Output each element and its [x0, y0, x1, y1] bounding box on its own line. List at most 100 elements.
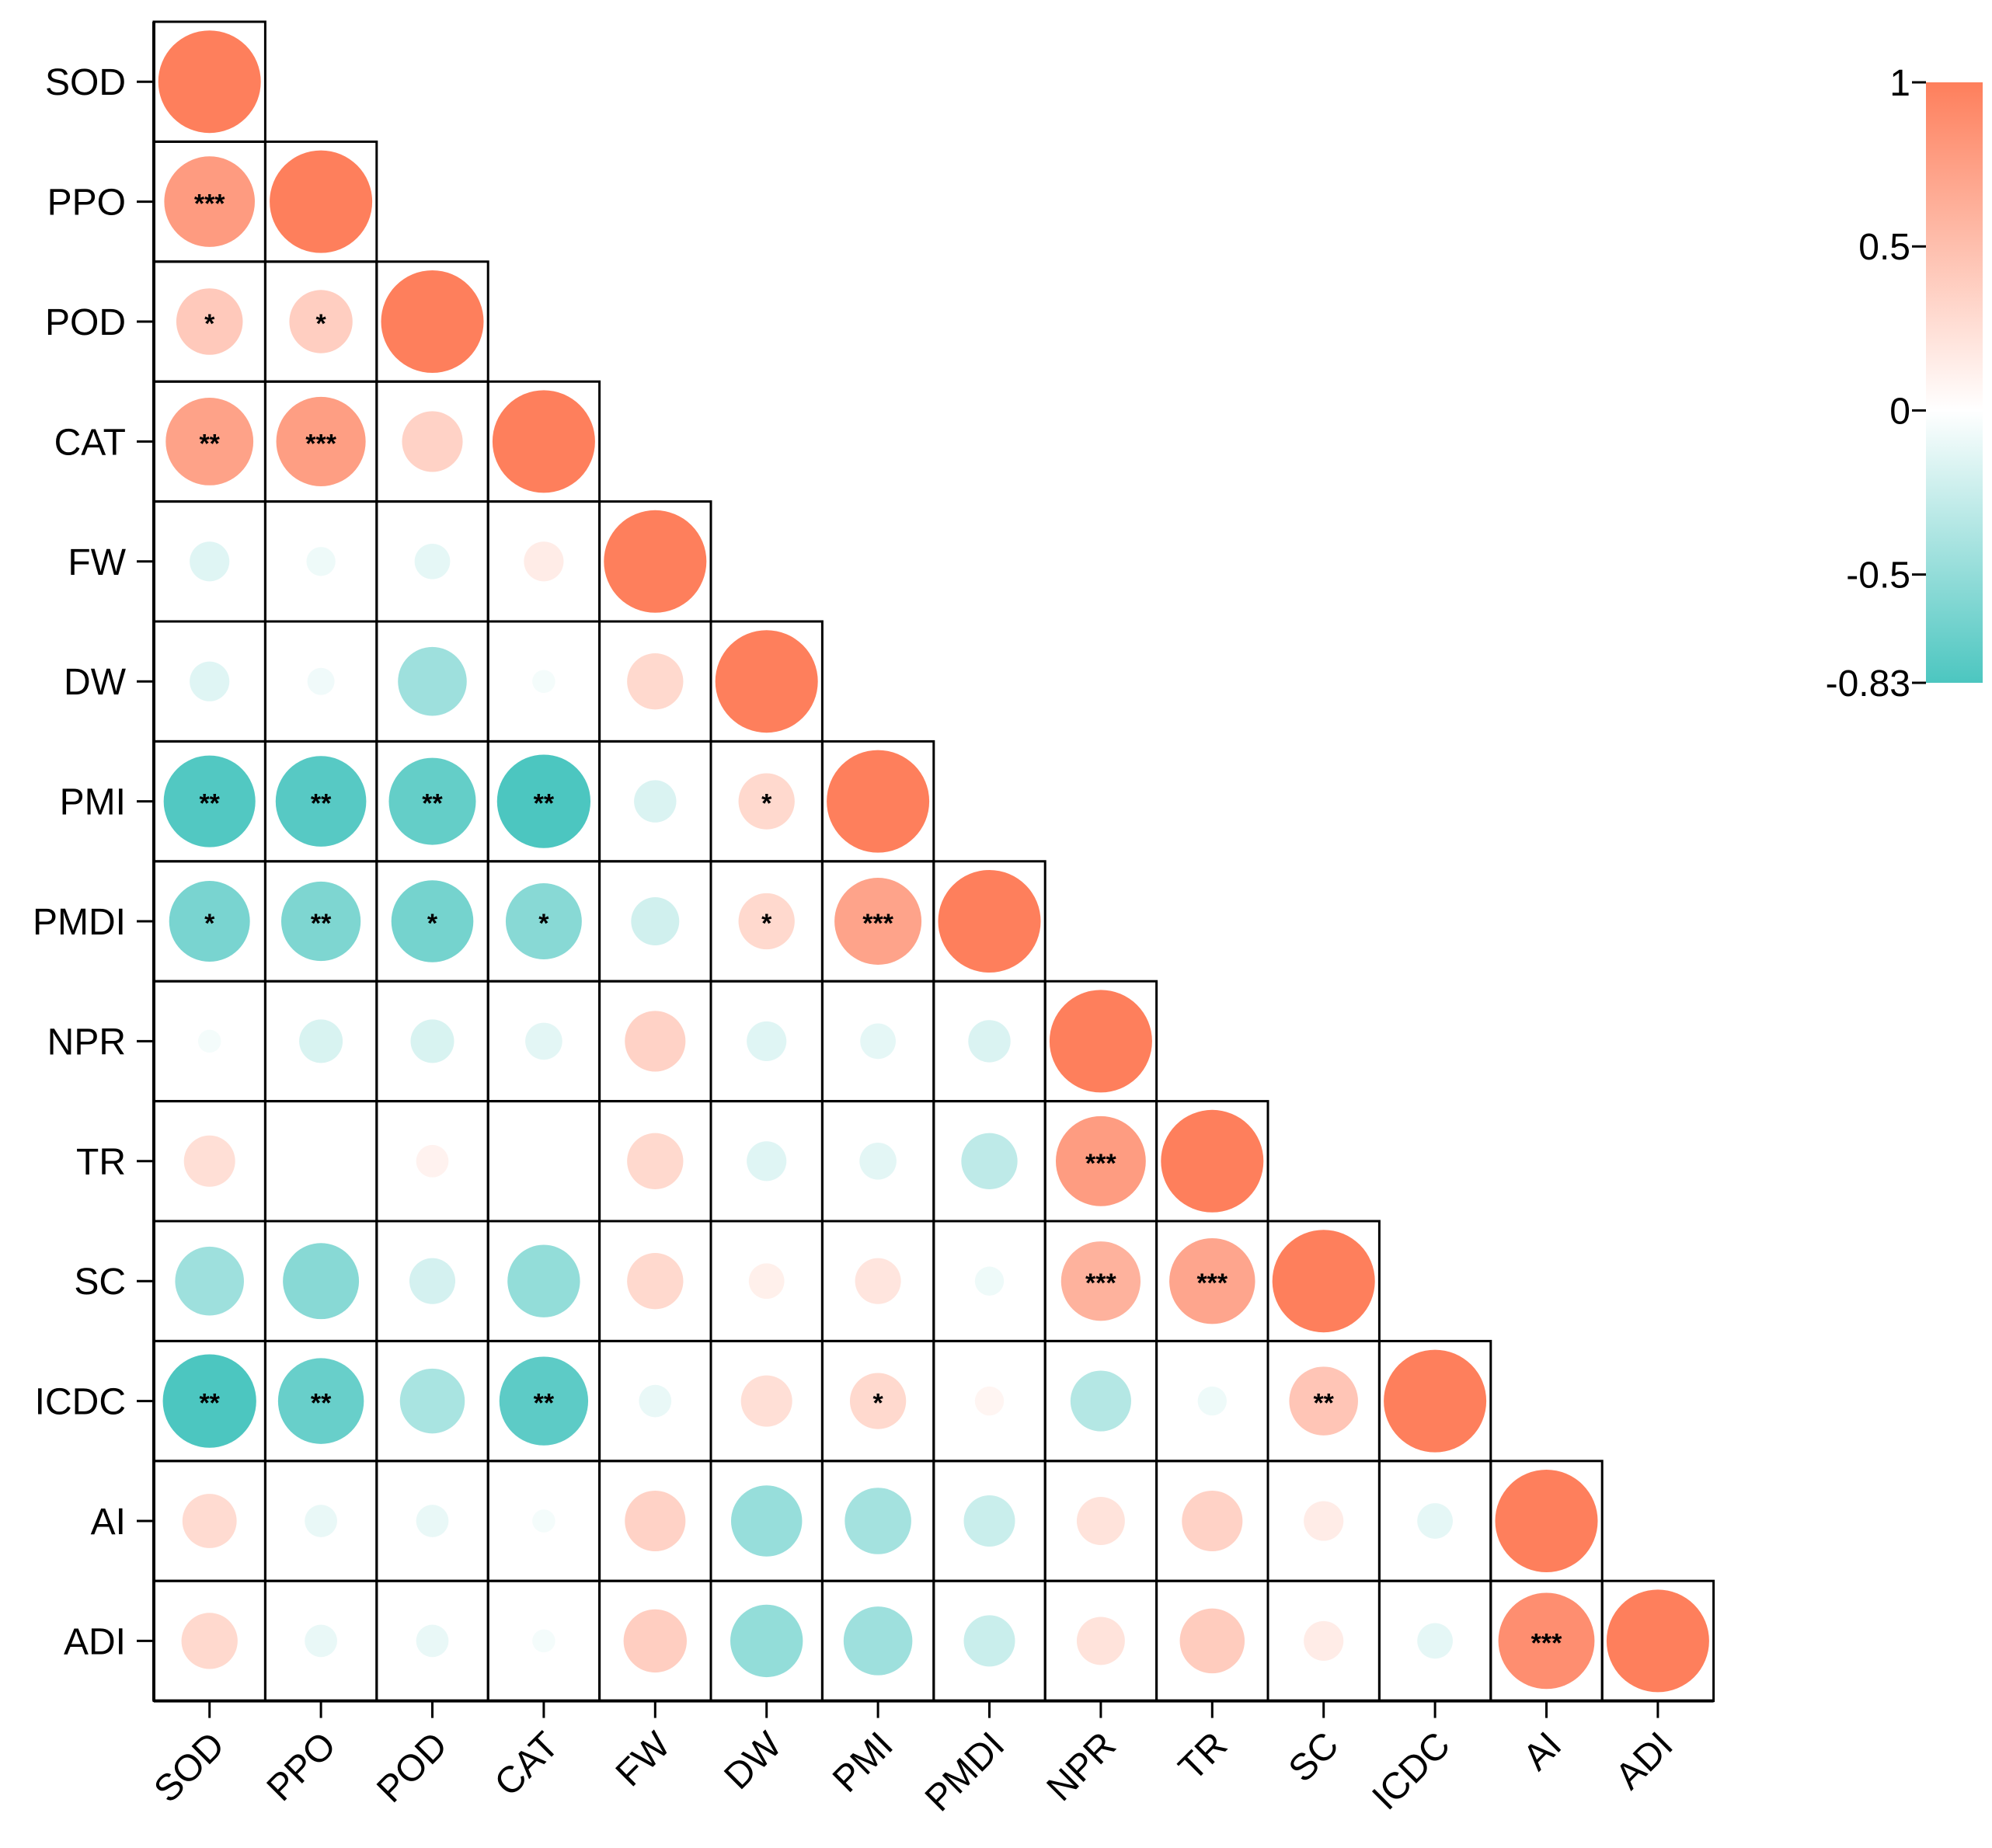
corr-circle-TR-POD	[416, 1144, 449, 1178]
corr-circle-ICDC-PMI	[849, 1373, 907, 1429]
corr-circle-AI-AI	[1495, 1470, 1598, 1572]
corr-circle-FW-PPO	[306, 547, 336, 576]
significance-ADI-AI: ***	[1531, 1628, 1562, 1658]
corr-circle-AI-SC	[1304, 1501, 1344, 1541]
significance-POD-SOD: *	[204, 309, 215, 339]
significance-PMDI-PMI: ***	[862, 909, 893, 938]
significance-PMI-DW: *	[761, 789, 772, 819]
corr-circle-DW-CAT	[532, 670, 555, 693]
corr-circle-SC-PMI	[855, 1258, 901, 1304]
corr-circle-AI-TR	[1182, 1490, 1243, 1552]
corr-circle-PMI-DW	[738, 773, 795, 830]
significance-PMDI-POD: *	[427, 909, 438, 938]
significance-PPO-SOD: ***	[194, 190, 225, 219]
corr-circle-PMDI-CAT	[505, 883, 582, 959]
corr-circle-POD-PPO	[289, 290, 353, 353]
y-label-PMDI: PMDI	[33, 902, 126, 943]
corr-circle-DW-PPO	[307, 667, 335, 695]
y-label-SOD: SOD	[45, 62, 126, 103]
matrix-grid	[152, 20, 1715, 1703]
corr-circle-PMDI-SOD	[169, 881, 250, 962]
colorbar-tick-label: 0.5	[1858, 227, 1910, 268]
x-label-PMDI: PMDI	[918, 1724, 1012, 1819]
corr-circle-PMDI-PMDI	[938, 870, 1041, 973]
corr-circle-TR-DW	[747, 1141, 787, 1182]
corr-circle-ADI-SC	[1304, 1620, 1344, 1661]
corr-circle-ICDC-ICDC	[1384, 1349, 1487, 1453]
colorbar-tick-label: 1	[1889, 63, 1910, 104]
corr-circle-TR-TR	[1161, 1109, 1264, 1213]
cell-TR-PPO	[263, 1100, 378, 1223]
colorbar-tick-label: 0	[1889, 391, 1910, 432]
significance-marks: **** *** ***** ** ** ** ** ** * * * ********* ***** *…	[194, 190, 1562, 1658]
corr-circle-FW-FW	[604, 510, 707, 613]
corr-circle-ADI-AI	[1498, 1592, 1595, 1690]
corr-circle-ICDC-SOD	[162, 1354, 256, 1448]
corr-circle-ICDC-FW	[639, 1384, 672, 1418]
corr-circle-AI-NPR	[1076, 1497, 1125, 1545]
corr-circle-POD-SOD	[176, 288, 243, 355]
corr-circle-AI-CAT	[532, 1509, 555, 1533]
corr-circle-DW-POD	[398, 646, 467, 716]
significance-ICDC-PPO: **	[311, 1389, 332, 1418]
corr-circle-ADI-PPO	[305, 1624, 337, 1658]
corr-circle-DW-SOD	[190, 661, 230, 701]
corr-circle-TR-FW	[627, 1133, 684, 1189]
corr-circle-ICDC-DW	[740, 1375, 792, 1427]
corr-circle-ADI-DW	[730, 1604, 803, 1678]
corr-circle-PMI-POD	[388, 757, 476, 845]
significance-CAT-PPO: ***	[305, 429, 336, 458]
significance-ICDC-SOD: **	[199, 1389, 220, 1418]
y-label-CAT: CAT	[54, 422, 126, 463]
significance-PMI-PPO: **	[311, 789, 332, 819]
y-label-PMI: PMI	[60, 782, 126, 823]
corr-circle-PMDI-DW	[738, 893, 795, 950]
x-label-AI: AI	[1516, 1724, 1570, 1779]
corr-circle-ICDC-TR	[1197, 1386, 1227, 1416]
corr-circle-SOD-SOD	[158, 30, 261, 134]
corr-circle-ICDC-CAT	[499, 1356, 589, 1446]
colorbar-gradient	[1926, 82, 1983, 683]
y-label-NPR: NPR	[47, 1021, 126, 1063]
y-label-PPO: PPO	[47, 183, 126, 224]
corr-circle-NPR-PMDI	[968, 1020, 1011, 1063]
x-label-TR: TR	[1171, 1724, 1235, 1789]
y-label-ADI: ADI	[64, 1621, 126, 1662]
cell-TR-CAT	[486, 1100, 601, 1223]
corr-circle-ADI-NPR	[1076, 1617, 1125, 1665]
corr-circle-CAT-PPO	[276, 396, 366, 486]
corr-circle-ICDC-PPO	[277, 1358, 364, 1444]
y-label-POD: POD	[45, 302, 126, 343]
corr-circle-CAT-SOD	[165, 398, 254, 485]
significance-PMDI-SOD: *	[204, 909, 215, 938]
significance-SC-NPR: ***	[1085, 1269, 1116, 1298]
x-label-DW: DW	[716, 1724, 790, 1798]
x-label-ICDC: ICDC	[1364, 1724, 1457, 1818]
corr-circle-ADI-ADI	[1606, 1589, 1709, 1693]
corr-circle-NPR-CAT	[525, 1022, 562, 1060]
corr-circle-SC-PMDI	[974, 1266, 1005, 1296]
corr-circle-PMDI-POD	[391, 880, 474, 962]
corr-circle-AI-POD	[416, 1505, 449, 1537]
significance-PMI-SOD: **	[199, 789, 220, 819]
corr-circle-SC-POD	[409, 1258, 456, 1304]
corr-circle-NPR-POD	[410, 1019, 454, 1063]
x-label-PPO: PPO	[259, 1724, 344, 1809]
corr-circle-AI-SOD	[182, 1494, 237, 1548]
x-label-NPR: NPR	[1040, 1724, 1124, 1809]
corr-circle-PMI-SOD	[163, 755, 256, 847]
corr-circle-FW-POD	[414, 543, 451, 579]
x-label-ADI: ADI	[1608, 1724, 1681, 1798]
corr-circle-ADI-PMDI	[963, 1615, 1015, 1667]
corr-circle-NPR-PMI	[860, 1023, 896, 1060]
corr-circle-ADI-CAT	[532, 1629, 555, 1653]
corr-circle-NPR-DW	[747, 1021, 787, 1061]
corr-circle-SC-PPO	[283, 1243, 360, 1320]
corr-circle-TR-SOD	[183, 1135, 235, 1187]
corr-circle-TR-NPR	[1055, 1115, 1146, 1206]
x-label-FW: FW	[608, 1724, 679, 1794]
corr-circle-TR-PMI	[859, 1143, 897, 1180]
x-label-PMI: PMI	[825, 1724, 901, 1801]
corr-circle-SC-SOD	[175, 1246, 244, 1316]
